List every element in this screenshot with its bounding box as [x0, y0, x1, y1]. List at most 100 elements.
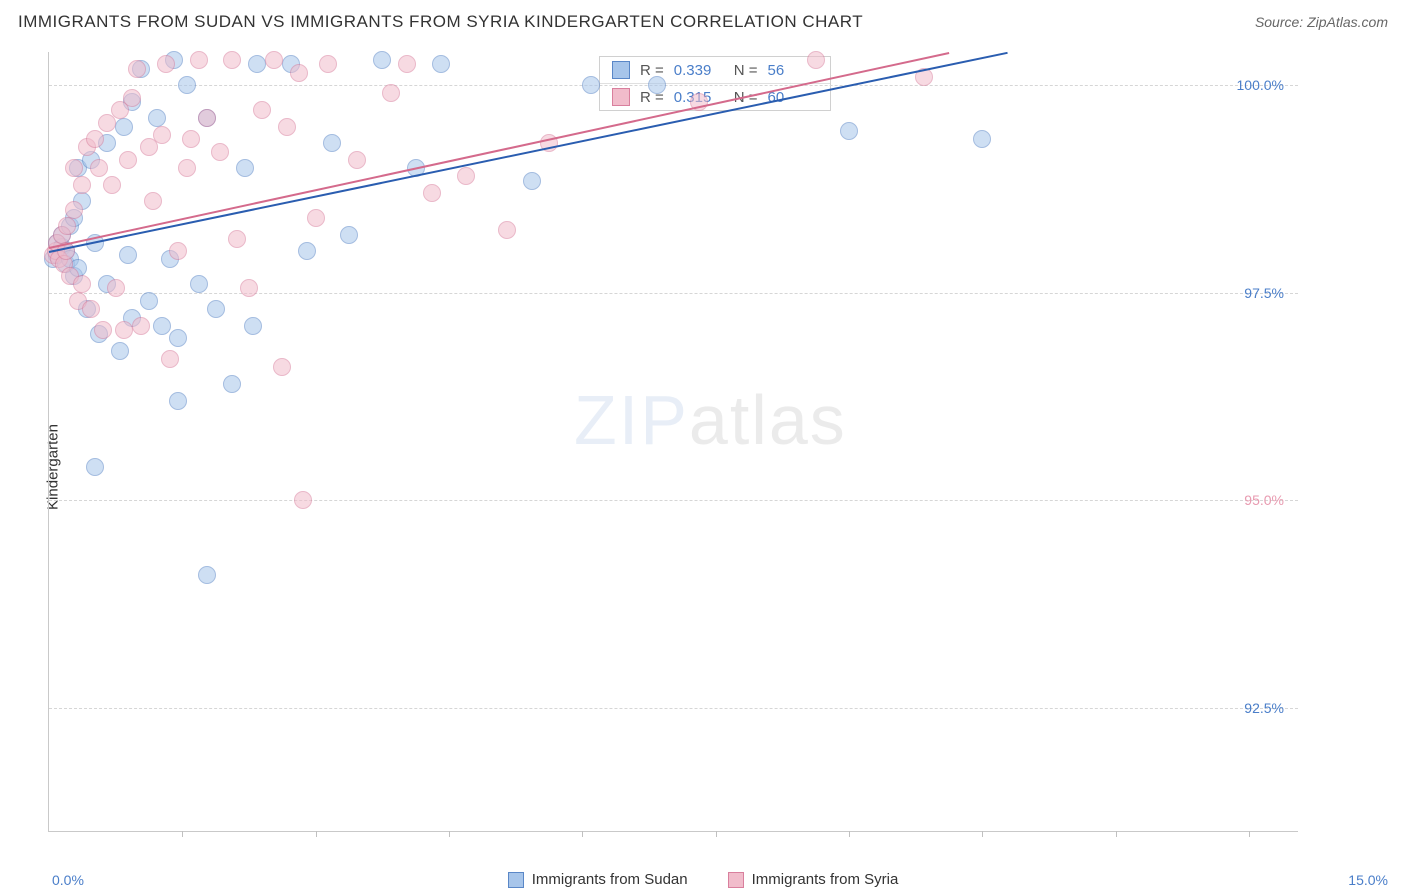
x-tick	[582, 831, 583, 837]
x-tick	[982, 831, 983, 837]
scatter-point	[128, 60, 146, 78]
r-value: 0.339	[674, 62, 724, 79]
scatter-point	[65, 159, 83, 177]
scatter-point	[294, 491, 312, 509]
x-tick	[1249, 831, 1250, 837]
scatter-point	[153, 126, 171, 144]
scatter-point	[111, 342, 129, 360]
chart-header: IMMIGRANTS FROM SUDAN VS IMMIGRANTS FROM…	[0, 0, 1406, 40]
scatter-point	[86, 130, 104, 148]
scatter-point	[148, 109, 166, 127]
scatter-point	[807, 51, 825, 69]
scatter-point	[169, 392, 187, 410]
scatter-point	[228, 230, 246, 248]
scatter-point	[58, 217, 76, 235]
scatter-point	[107, 279, 125, 297]
y-tick-label: 97.5%	[1244, 285, 1284, 301]
scatter-point	[398, 55, 416, 73]
scatter-point	[119, 151, 137, 169]
x-tick	[449, 831, 450, 837]
scatter-point	[373, 51, 391, 69]
source-link[interactable]: ZipAtlas.com	[1307, 14, 1388, 30]
scatter-point	[169, 242, 187, 260]
scatter-point	[348, 151, 366, 169]
scatter-point	[223, 51, 241, 69]
gridline	[49, 708, 1298, 709]
scatter-point	[82, 300, 100, 318]
legend-item: Immigrants from Sudan	[508, 871, 688, 888]
scatter-point	[161, 350, 179, 368]
legend-item: Immigrants from Syria	[728, 871, 899, 888]
scatter-point	[178, 76, 196, 94]
plot-region: ZIPatlas R =0.339N =56R =0.315N =60 100.…	[48, 52, 1298, 832]
scatter-point	[73, 176, 91, 194]
scatter-point	[432, 55, 450, 73]
scatter-point	[198, 566, 216, 584]
scatter-point	[207, 300, 225, 318]
x-tick	[716, 831, 717, 837]
scatter-point	[86, 458, 104, 476]
scatter-point	[973, 130, 991, 148]
x-tick	[316, 831, 317, 837]
y-tick-label: 100.0%	[1237, 77, 1284, 93]
scatter-point	[73, 275, 91, 293]
scatter-point	[169, 329, 187, 347]
scatter-point	[582, 76, 600, 94]
scatter-point	[423, 184, 441, 202]
scatter-point	[178, 159, 196, 177]
scatter-point	[319, 55, 337, 73]
scatter-point	[144, 192, 162, 210]
scatter-point	[123, 89, 141, 107]
scatter-point	[132, 317, 150, 335]
scatter-point	[298, 242, 316, 260]
scatter-point	[190, 275, 208, 293]
y-tick-label: 95.0%	[1244, 492, 1284, 508]
scatter-point	[265, 51, 283, 69]
legend-label: Immigrants from Syria	[752, 871, 899, 888]
legend-swatch	[508, 872, 524, 888]
scatter-point	[90, 159, 108, 177]
source-label: Source: ZipAtlas.com	[1255, 14, 1388, 30]
scatter-point	[498, 221, 516, 239]
x-tick	[849, 831, 850, 837]
n-label: N =	[734, 62, 758, 79]
scatter-point	[648, 76, 666, 94]
scatter-point	[65, 201, 83, 219]
legend-label: Immigrants from Sudan	[532, 871, 688, 888]
scatter-point	[323, 134, 341, 152]
scatter-point	[457, 167, 475, 185]
chart-title: IMMIGRANTS FROM SUDAN VS IMMIGRANTS FROM…	[18, 12, 863, 32]
scatter-point	[244, 317, 262, 335]
legend-swatch	[728, 872, 744, 888]
series-legend: Immigrants from Sudan Immigrants from Syr…	[0, 871, 1406, 888]
scatter-point	[253, 101, 271, 119]
scatter-point	[240, 279, 258, 297]
gridline	[49, 293, 1298, 294]
x-tick	[182, 831, 183, 837]
scatter-point	[157, 55, 175, 73]
scatter-point	[382, 84, 400, 102]
watermark: ZIPatlas	[574, 380, 847, 460]
scatter-point	[190, 51, 208, 69]
gridline	[49, 85, 1298, 86]
scatter-point	[248, 55, 266, 73]
chart-area: Kindergarten ZIPatlas R =0.339N =56R =0.…	[0, 40, 1406, 894]
scatter-point	[153, 317, 171, 335]
scatter-point	[198, 109, 216, 127]
scatter-point	[140, 292, 158, 310]
scatter-point	[840, 122, 858, 140]
scatter-point	[94, 321, 112, 339]
scatter-point	[278, 118, 296, 136]
scatter-point	[523, 172, 541, 190]
y-tick-label: 92.5%	[1244, 700, 1284, 716]
scatter-point	[223, 375, 241, 393]
scatter-point	[273, 358, 291, 376]
scatter-point	[307, 209, 325, 227]
scatter-point	[236, 159, 254, 177]
scatter-point	[119, 246, 137, 264]
scatter-point	[115, 118, 133, 136]
legend-swatch	[612, 88, 630, 106]
x-tick	[1116, 831, 1117, 837]
scatter-point	[115, 321, 133, 339]
scatter-point	[211, 143, 229, 161]
